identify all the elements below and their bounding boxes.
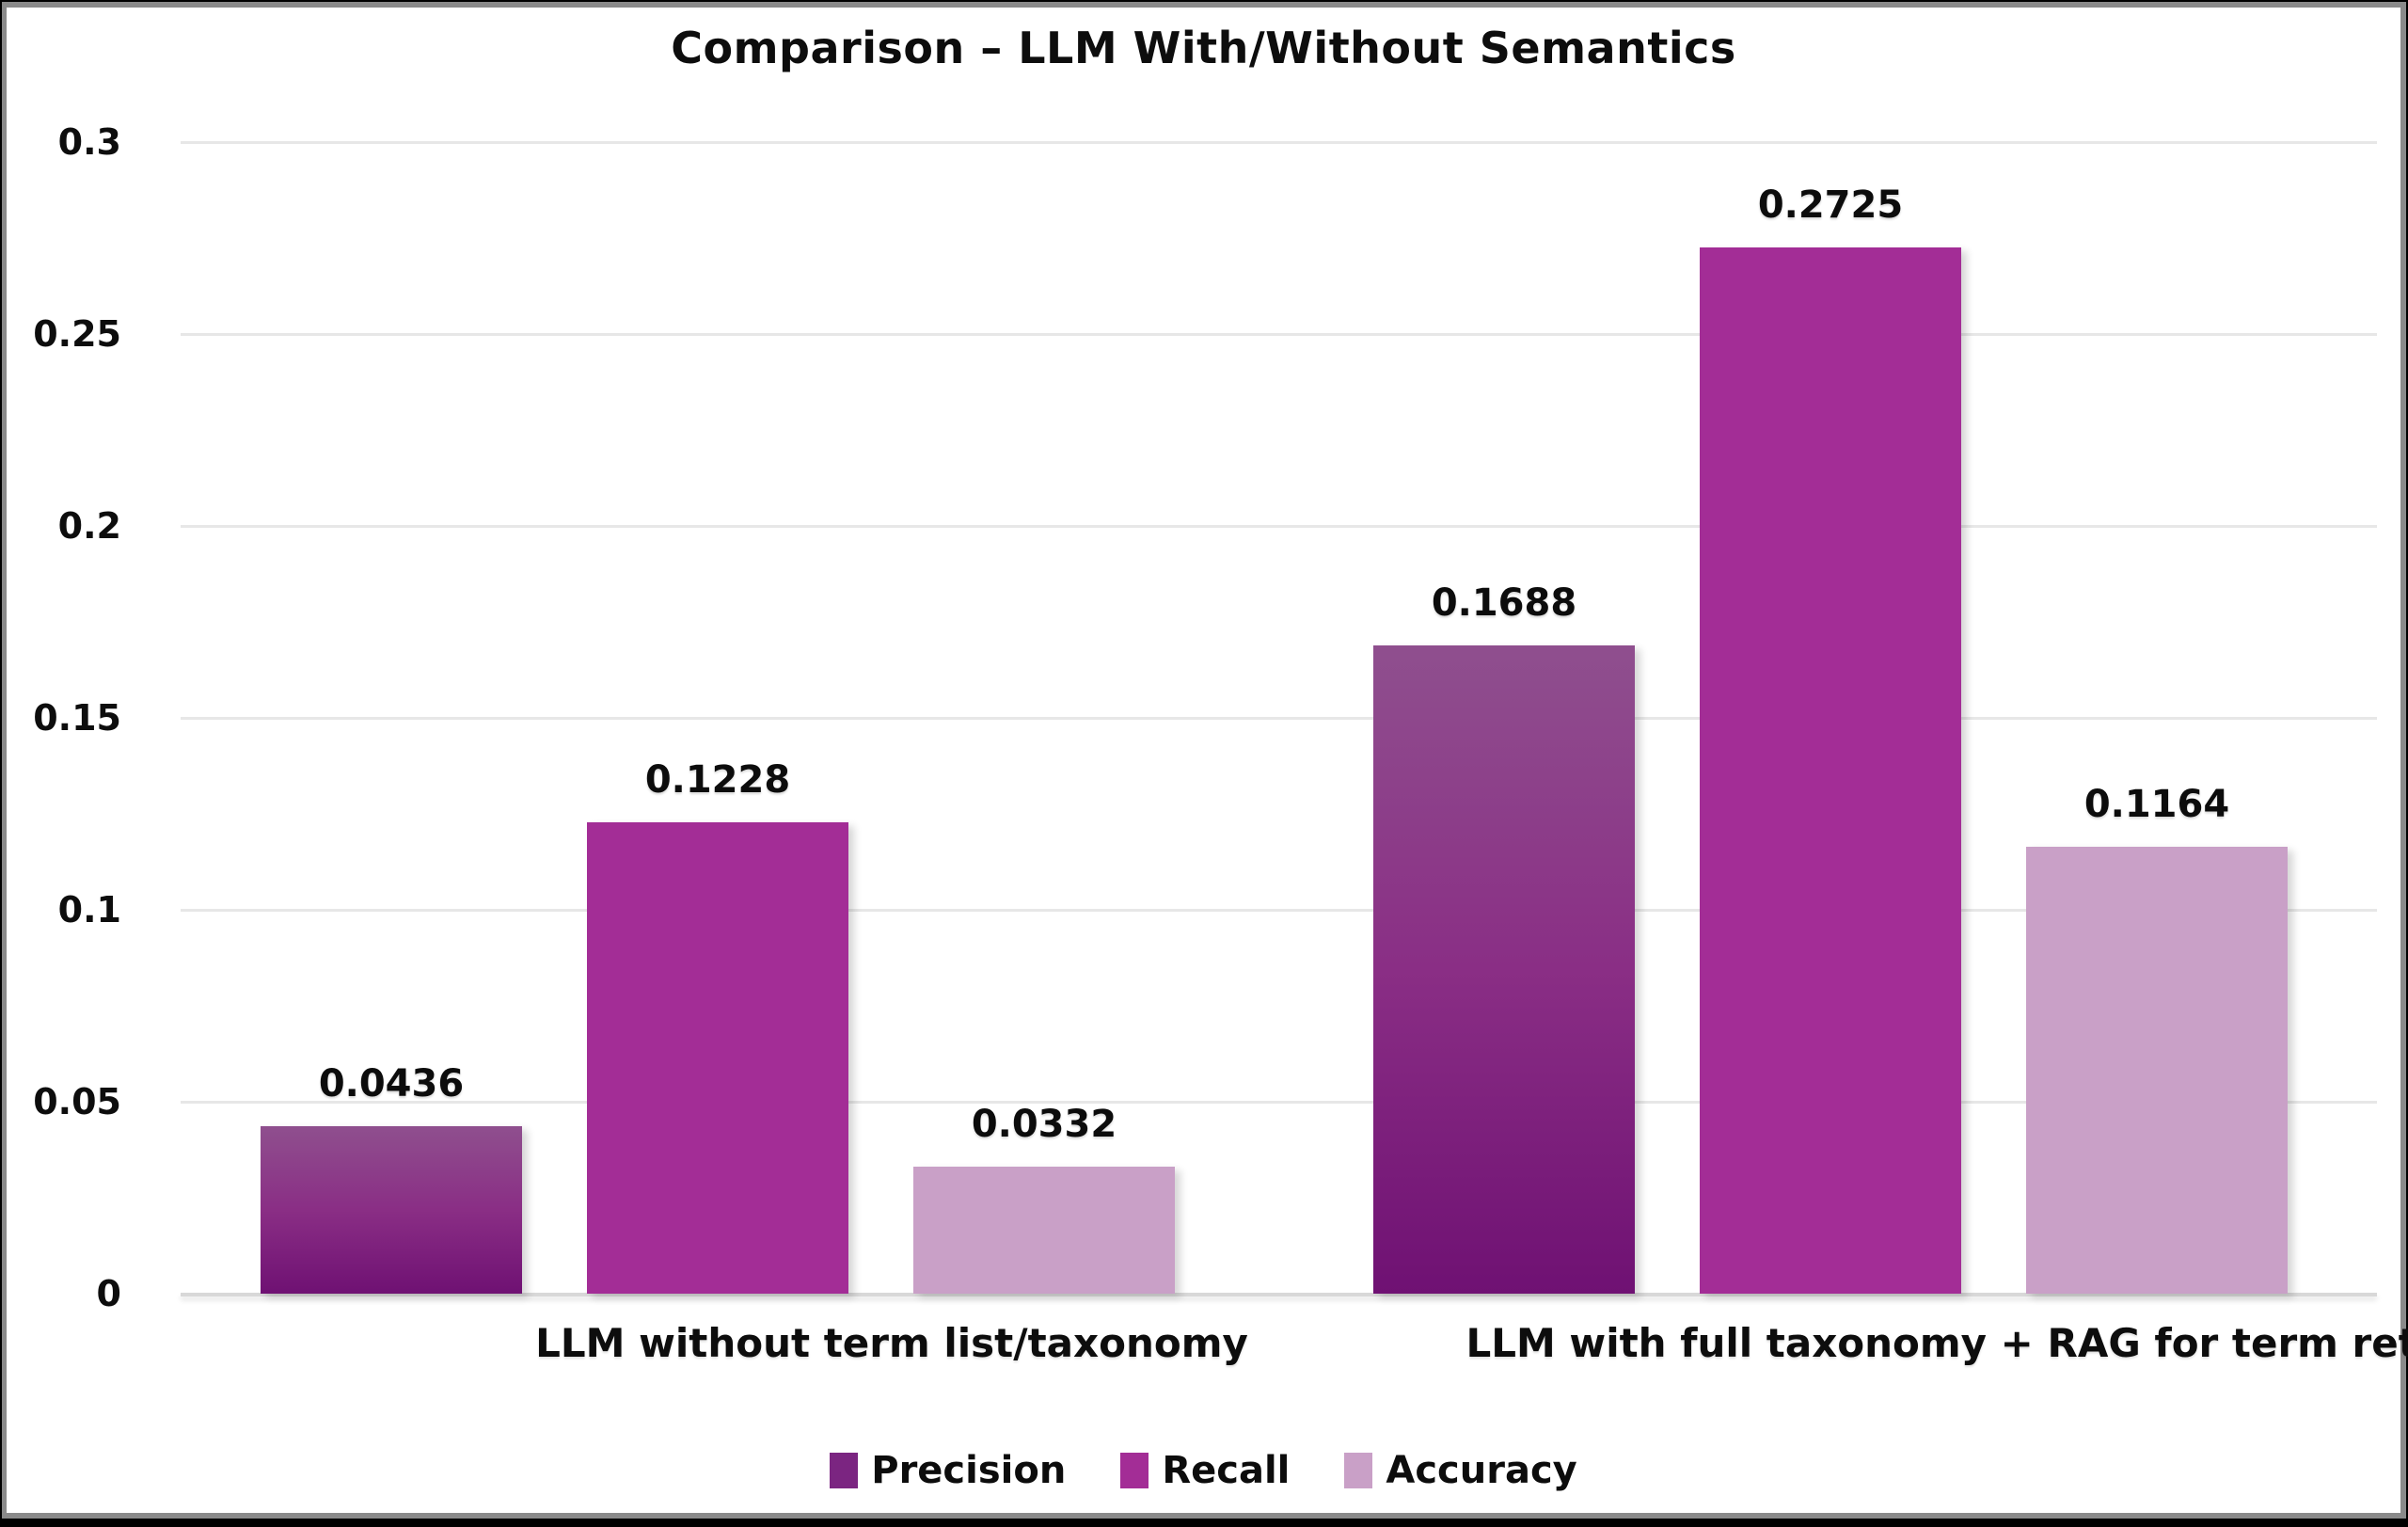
bar-precision-group-2: [1373, 645, 1635, 1294]
y-axis-tick-label: 0.15: [33, 697, 121, 739]
y-axis-tick-label: 0: [96, 1273, 121, 1314]
bar-value-label-precision: 0.0436: [318, 1062, 465, 1105]
bar-wrap: 0.1688: [1373, 142, 1635, 1294]
legend-item-recall: Recall: [1120, 1449, 1290, 1492]
bar-value-label-recall: 0.2725: [1757, 183, 1904, 227]
bar-wrap: 0.2725: [1700, 142, 1961, 1294]
y-axis-tick-label: 0.3: [57, 121, 121, 163]
bar-wrap: 0.0332: [913, 142, 1175, 1294]
legend-label: Recall: [1162, 1449, 1291, 1492]
legend-swatch-icon: [1344, 1453, 1373, 1488]
chart-legend: Precision Recall Accuracy: [7, 1449, 2400, 1492]
gridline: [181, 1101, 2377, 1104]
x-axis-label-group-2: LLM with full taxonomy + RAG for term re…: [1465, 1320, 2408, 1366]
bar-precision-group-1: [261, 1126, 522, 1294]
y-axis-tick-label: 0.2: [57, 505, 121, 547]
bar-value-label-accuracy: 0.1164: [2083, 783, 2230, 826]
bar-accuracy-group-1: [913, 1167, 1175, 1294]
x-axis-baseline: [181, 1293, 2377, 1296]
legend-item-accuracy: Accuracy: [1344, 1449, 1577, 1492]
legend-swatch-icon: [830, 1453, 859, 1488]
gridline: [181, 909, 2377, 912]
bar-group-2: 0.1688 0.2725 0.1164: [1373, 142, 2288, 1294]
x-axis-label-group-1: LLM without term list/taxonomy: [535, 1320, 1248, 1366]
gridline: [181, 525, 2377, 528]
bar-wrap: 0.0436: [261, 142, 522, 1294]
gridline: [181, 333, 2377, 336]
bar-value-label-precision: 0.1688: [1431, 581, 1577, 625]
legend-item-precision: Precision: [830, 1449, 1066, 1492]
bar-wrap: 0.1228: [587, 142, 848, 1294]
plot-area: 0 0.05 0.1 0.15 0.2 0.25 0.3 0.0436 0.1228 0.0332…: [33, 121, 2377, 1314]
gridline: [181, 717, 2377, 720]
bar-recall-group-2: [1700, 247, 1961, 1294]
legend-label: Accuracy: [1386, 1449, 1577, 1492]
y-axis-tick-label: 0.05: [33, 1081, 121, 1122]
y-axis-tick-label: 0.25: [33, 313, 121, 355]
bar-value-label-accuracy: 0.0332: [971, 1103, 1117, 1146]
bar-value-label-recall: 0.1228: [644, 758, 791, 802]
bar-wrap: 0.1164: [2026, 142, 2288, 1294]
bar-accuracy-group-2: [2026, 847, 2288, 1294]
gridline: [181, 141, 2377, 144]
legend-swatch-icon: [1120, 1453, 1149, 1488]
bar-recall-group-1: [587, 822, 848, 1294]
y-axis-tick-label: 0.1: [57, 889, 121, 931]
bar-group-1: 0.0436 0.1228 0.0332: [261, 142, 1175, 1294]
legend-label: Precision: [871, 1449, 1067, 1492]
chart-title: Comparison – LLM With/Without Semantics: [671, 23, 1736, 73]
